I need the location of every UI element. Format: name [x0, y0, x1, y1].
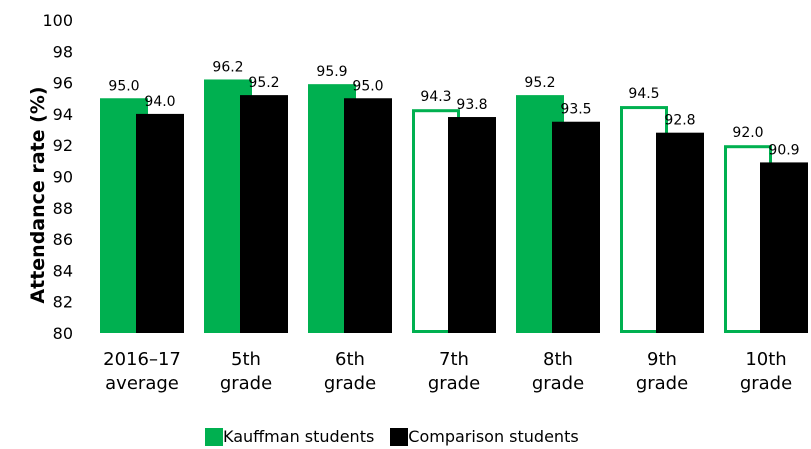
data-label: 95.2	[524, 75, 555, 91]
y-axis-label: Attendance rate (%)	[27, 86, 49, 303]
legend-item-comparison: Comparison students	[390, 427, 579, 446]
bar-comparison	[656, 132, 704, 333]
data-label: 94.3	[420, 89, 451, 105]
category-label: grade	[428, 373, 480, 394]
attendance-bar-chart: Attendance rate (%) 80 82 84 86 88 90 92 94 96 98…	[27, 11, 808, 394]
bar-comparison	[448, 117, 496, 333]
y-axis-ticks: 80 82 84 86 88 90 92 94 96 98 100	[42, 11, 73, 343]
bar-comparison	[552, 121, 600, 333]
category-label: 9th	[647, 349, 677, 370]
y-tick-label: 100	[42, 11, 73, 30]
data-label: 96.2	[212, 59, 243, 75]
legend-swatch-kauffman	[205, 427, 223, 446]
category-label: average	[105, 373, 179, 394]
y-tick-label: 80	[53, 324, 73, 343]
y-tick-label: 96	[53, 74, 73, 93]
bars	[100, 79, 808, 334]
y-tick-label: 98	[53, 42, 73, 61]
bar-comparison	[344, 98, 392, 333]
y-tick-label: 84	[53, 261, 73, 280]
category-label: 6th	[335, 349, 365, 370]
category-label: grade	[532, 373, 584, 394]
bar-comparison	[760, 162, 808, 333]
category-label: grade	[324, 373, 376, 394]
category-label: 2016–17	[103, 349, 181, 370]
category-labels: 2016–17 average 5th grade 6th grade 7th grade 8t…	[103, 349, 792, 394]
y-tick-label: 90	[53, 168, 73, 187]
data-label: 93.8	[456, 97, 487, 113]
data-labels: 95.0 94.0 96.2 95.2 95.9 95.0 94.3 93.8 95.2 93.5…	[108, 59, 799, 158]
legend-label-kauffman: Kauffman students	[223, 427, 375, 446]
legend: Kauffman students Comparison students	[205, 427, 595, 446]
y-tick-label: 86	[53, 230, 73, 249]
legend-label-comparison: Comparison students	[408, 427, 579, 446]
category-label: 10th	[745, 349, 786, 370]
y-tick-label: 94	[53, 105, 73, 124]
category-label: 7th	[439, 349, 469, 370]
data-label: 94.5	[628, 86, 659, 102]
category-label: grade	[220, 373, 272, 394]
category-label: grade	[636, 373, 688, 394]
legend-swatch-comparison	[390, 427, 409, 446]
category-label: grade	[740, 373, 792, 394]
data-label: 95.2	[248, 75, 279, 91]
data-label: 95.9	[316, 64, 347, 80]
legend-item-kauffman: Kauffman students	[205, 427, 374, 446]
y-tick-label: 92	[53, 136, 73, 155]
data-label: 95.0	[108, 78, 139, 94]
data-label: 93.5	[560, 102, 591, 118]
bar-comparison	[136, 113, 184, 334]
y-tick-label: 82	[53, 293, 73, 312]
data-label: 92.0	[732, 125, 763, 141]
data-label: 90.9	[768, 142, 799, 158]
bar-comparison	[240, 95, 288, 334]
category-label: 8th	[543, 349, 573, 370]
y-tick-label: 88	[53, 199, 73, 218]
data-label: 95.0	[352, 78, 383, 94]
data-label: 92.8	[664, 113, 695, 129]
category-label: 5th	[231, 349, 261, 370]
data-label: 94.0	[144, 94, 175, 110]
